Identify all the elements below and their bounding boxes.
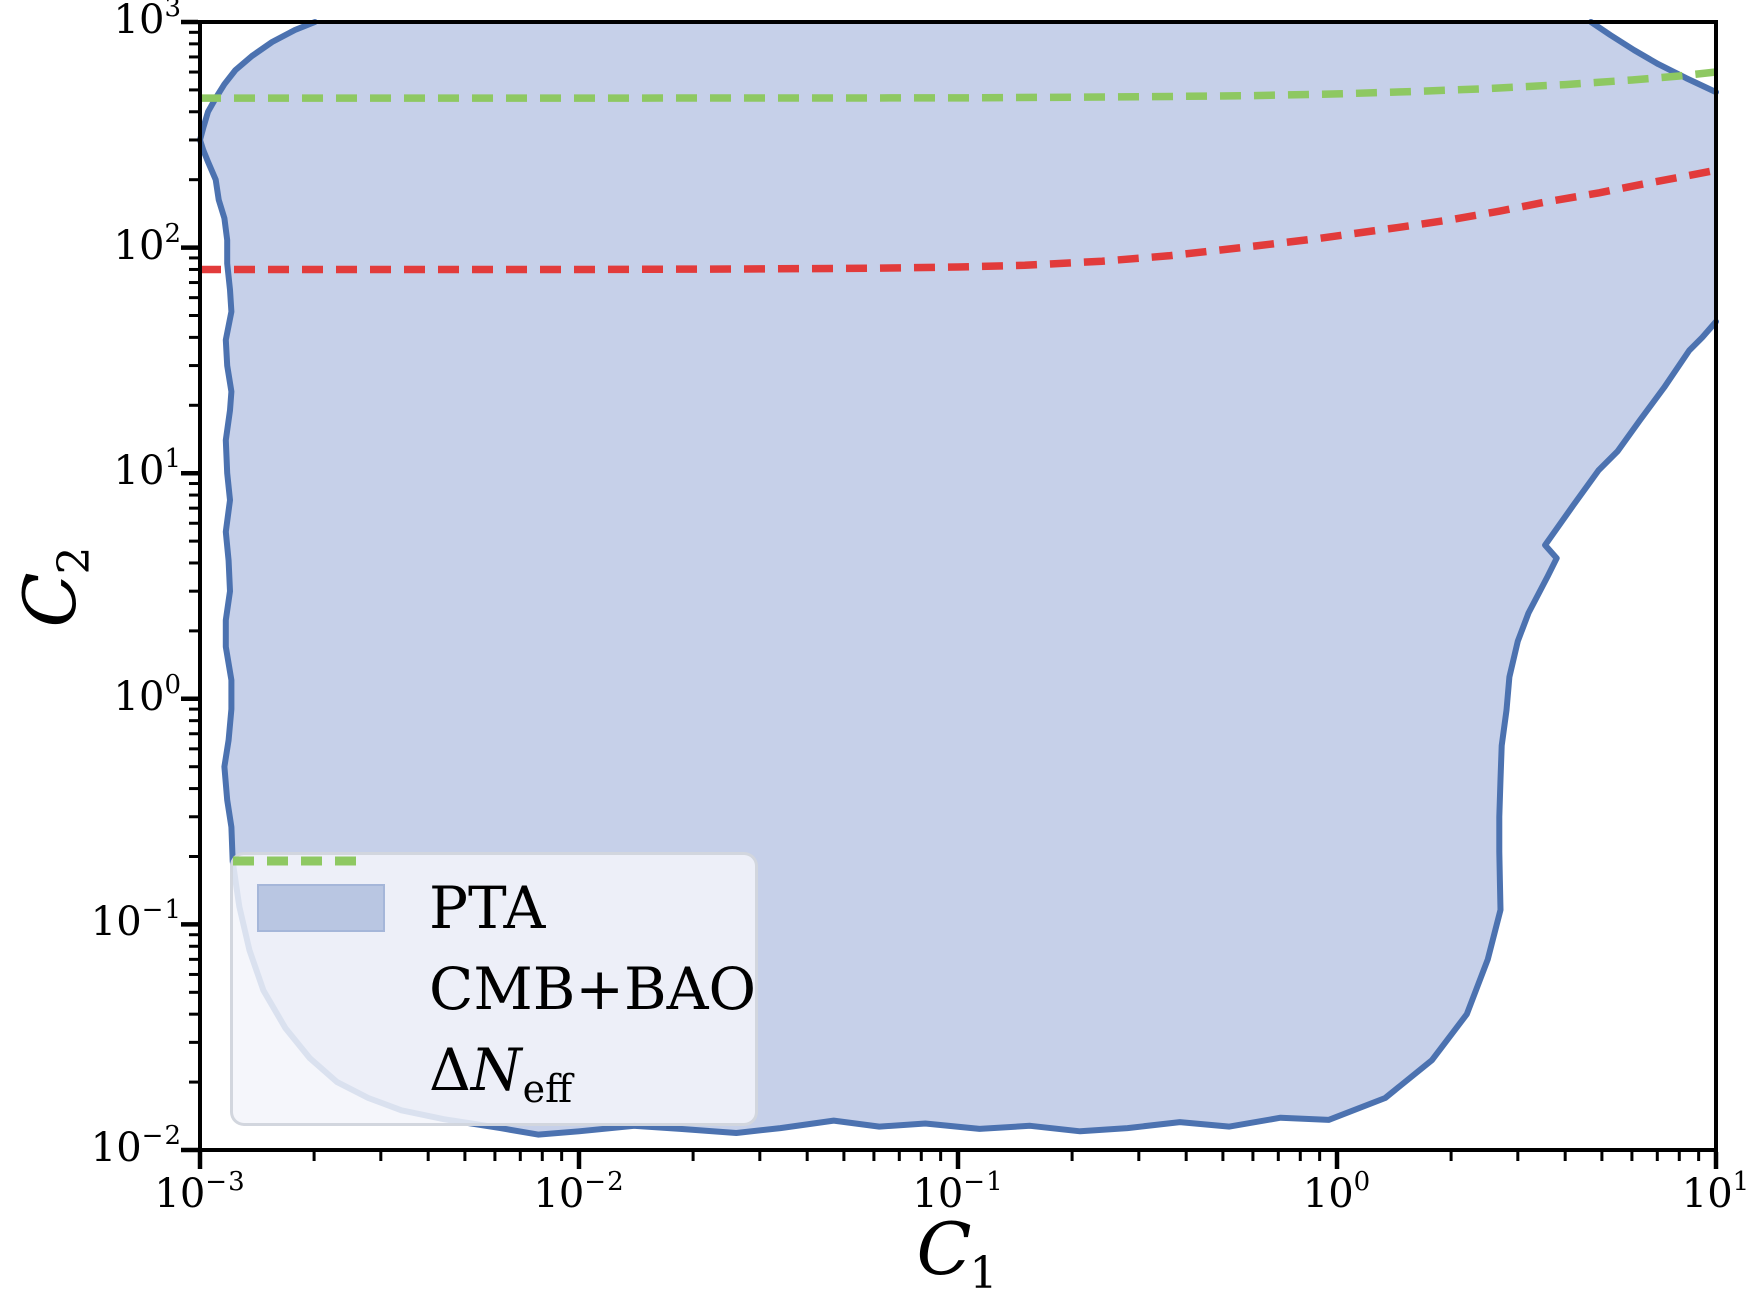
x-axis-label: C1 [838, 1207, 1078, 1297]
pta-contour-segment-2 [197, 137, 1719, 1138]
delta-neff-curve [200, 68, 1717, 102]
y-tick-label: 10−1 [90, 895, 182, 946]
delta-neff-dashed-swatch [233, 856, 361, 866]
legend-label-cmb-bao: CMB+BAO [429, 954, 757, 1023]
y-tick-label: 10−2 [90, 1121, 182, 1171]
y-axis-label-subscript: 2 [49, 546, 100, 575]
y-axis-label-symbol: C [8, 572, 92, 628]
y-axis-label: C2 [0, 491, 124, 681]
pta-contour-segment-0 [197, 19, 318, 143]
pta-contour-segment-1 [1588, 19, 1719, 96]
eff-subscript: eff [522, 1067, 573, 1112]
y-tick-label: 103 [113, 0, 182, 43]
legend-item-delta-neff: ΔNeff [233, 856, 731, 1108]
y-tick-label: 102 [113, 218, 182, 269]
legend-label-delta-neff: ΔNeff [429, 1041, 572, 1108]
x-tick-label: 100 [1302, 1167, 1372, 1217]
x-tick-label: 10−3 [154, 1167, 246, 1217]
legend-item-pta: PTA [257, 872, 731, 944]
pta-region-swatch [257, 883, 385, 932]
x-tick-label: 101 [1681, 1167, 1746, 1217]
x-axis-label-subscript: 1 [969, 1248, 998, 1299]
legend-label-pta: PTA [429, 873, 546, 942]
cmb-bao-curve [200, 166, 1717, 274]
plot-border [198, 20, 1718, 1152]
x-axis-label-symbol: C [916, 1207, 972, 1291]
delta-symbol: Δ [429, 1036, 471, 1105]
legend-item-cmb-bao: CMB+BAO [233, 856, 756, 1025]
legend-swatch-cell [257, 883, 387, 932]
legend: PTA CMB+BAO ΔNeff [230, 852, 758, 1126]
x-tick-label: 10−1 [912, 1167, 1004, 1217]
y-tick-label: 100 [113, 669, 182, 720]
x-tick-label: 10−2 [533, 1167, 625, 1217]
y-tick-label: 101 [113, 444, 182, 495]
n-symbol: N [470, 1036, 522, 1105]
